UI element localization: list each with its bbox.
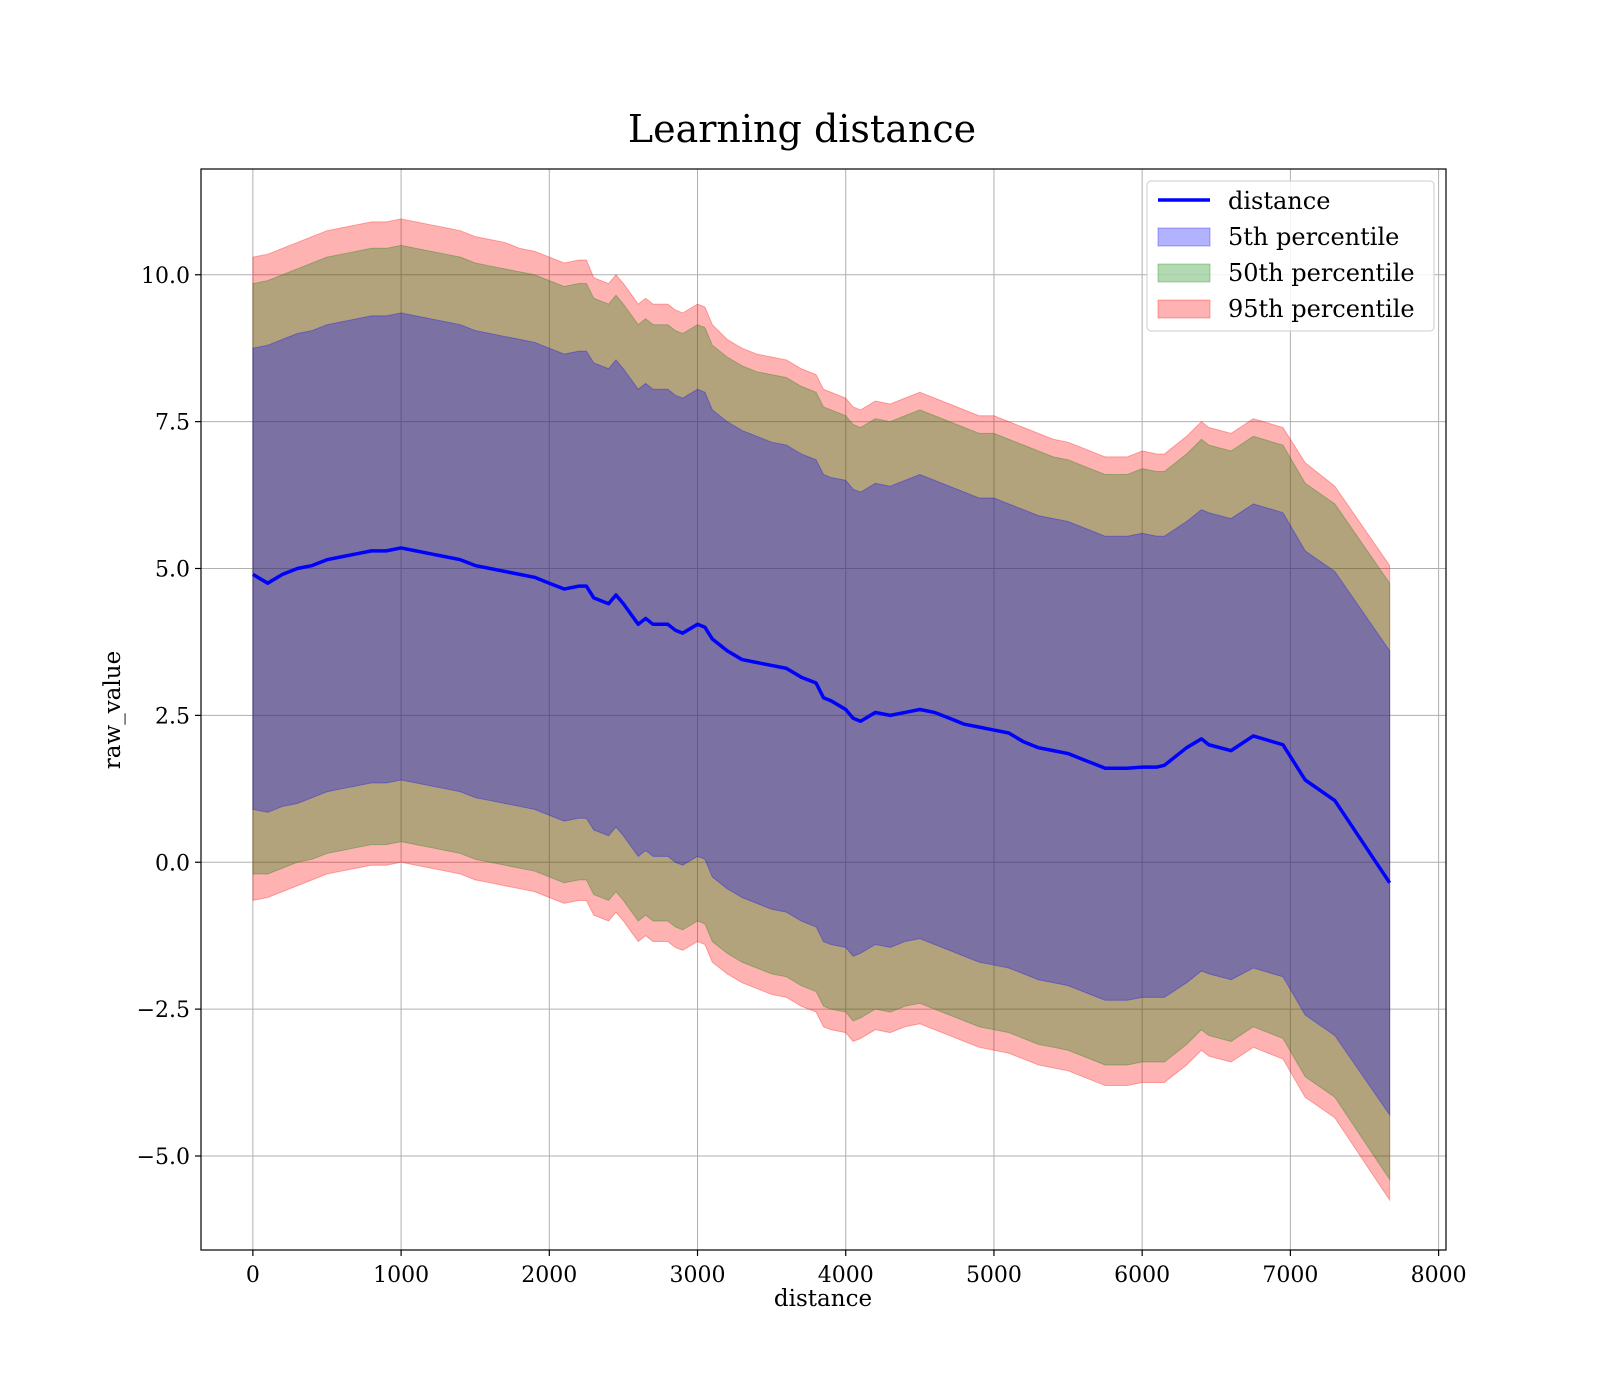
distance-line xyxy=(251,546,1392,884)
x-tick-label: 4000 xyxy=(818,1263,874,1288)
percentile-bands xyxy=(252,218,1391,1202)
x-axis-ticks: 0 1000 2000 3000 4000 5000 6000 7000 8000 xyxy=(246,1250,1467,1288)
legend-swatch-p95 xyxy=(1157,299,1211,319)
y-tick-label: −5.0 xyxy=(137,1145,190,1170)
legend: distance 5th percentile 50th percentile … xyxy=(1146,180,1435,332)
y-axis-ticks: −5.0 −2.5 0.0 2.5 5.0 7.5 10.0 xyxy=(137,264,201,1170)
legend-swatch-p50 xyxy=(1157,263,1211,283)
legend-swatch-p5 xyxy=(1157,227,1211,247)
band-5th-percentile xyxy=(252,312,1391,1117)
plot-frame xyxy=(200,168,1447,1251)
distance-line-group xyxy=(251,546,1392,884)
x-tick-label: 7000 xyxy=(1262,1263,1318,1288)
x-tick-label: 2000 xyxy=(521,1263,577,1288)
y-tick-label: −2.5 xyxy=(137,998,190,1023)
y-tick-label: 5.0 xyxy=(155,558,190,583)
x-axis-label: distance xyxy=(774,1286,872,1312)
x-tick-label: 0 xyxy=(246,1263,260,1288)
band-50th-percentile xyxy=(252,244,1391,1182)
chart-title: Learning distance xyxy=(628,107,976,151)
y-axis-label: raw_value xyxy=(100,651,126,769)
y-tick-label: 10.0 xyxy=(141,264,190,289)
band-95th-percentile xyxy=(252,218,1391,1202)
x-tick-label: 3000 xyxy=(670,1263,726,1288)
x-tick-label: 5000 xyxy=(966,1263,1022,1288)
legend-box xyxy=(1146,180,1435,332)
legend-label-p50: 50th percentile xyxy=(1228,259,1415,287)
x-tick-label: 1000 xyxy=(373,1263,429,1288)
grid-lines xyxy=(201,169,1446,1250)
x-tick-label: 6000 xyxy=(1114,1263,1170,1288)
y-tick-label: 2.5 xyxy=(155,704,190,729)
legend-label-p95: 95th percentile xyxy=(1228,295,1415,323)
y-tick-label: 7.5 xyxy=(155,411,190,436)
y-tick-label: 0.0 xyxy=(155,851,190,876)
legend-label-distance: distance xyxy=(1228,187,1330,215)
x-tick-label: 8000 xyxy=(1411,1263,1467,1288)
legend-label-p5: 5th percentile xyxy=(1228,223,1399,251)
